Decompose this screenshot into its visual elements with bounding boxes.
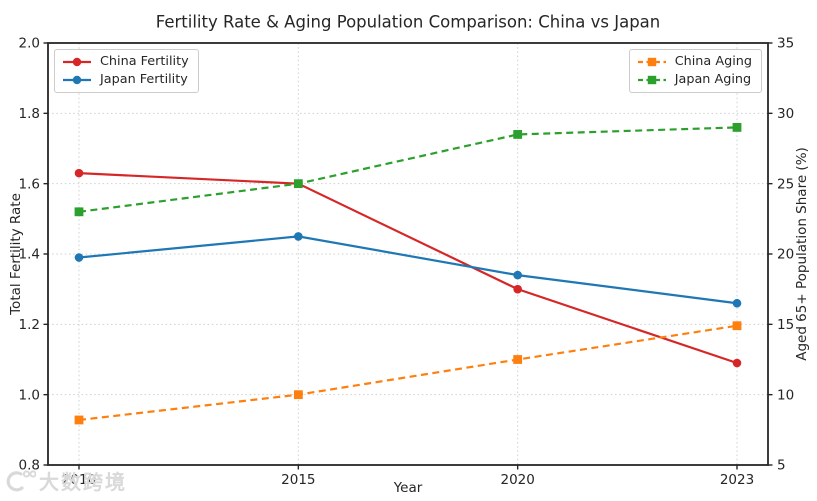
y-left-tick-label: 1.0 — [19, 387, 40, 403]
y-right-tick-label: 30 — [777, 106, 794, 122]
y-left-tick-label: 1.8 — [19, 106, 40, 122]
y-axis-label-left: Total Fertility Rate — [8, 193, 24, 315]
marker-china-fertility — [732, 358, 742, 368]
legend-item-japan-fertility: Japan Fertility — [62, 73, 189, 87]
watermark-text: 大数跨境 — [39, 470, 127, 494]
y-right-tick-label: 20 — [777, 247, 794, 263]
marker-china-fertility — [513, 284, 522, 294]
marker-china-fertility — [74, 168, 84, 178]
marker-china-aging — [732, 321, 742, 331]
legend-item-china-fertility: China Fertility — [62, 55, 189, 69]
plot-border — [47, 42, 769, 466]
legend-fertility: China Fertility Japan Fertility — [54, 49, 199, 93]
marker-china-aging — [74, 415, 84, 425]
y-right-tick-label: 25 — [777, 176, 794, 192]
legend-swatch-solid-circle — [63, 75, 91, 85]
marker-japan-fertility — [513, 270, 522, 280]
y-left-tick-label: 1.4 — [19, 247, 40, 263]
marker-china-aging — [293, 390, 303, 400]
marker-japan-fertility — [732, 298, 742, 308]
series-line-china-fertility — [78, 172, 738, 365]
legend-label: Japan Fertility — [100, 72, 188, 87]
legend-item-japan-aging: Japan Aging — [637, 73, 752, 87]
y-left-tick-label: 1.6 — [19, 176, 40, 192]
x-axis-label: Year — [393, 480, 423, 496]
legend-item-china-aging: China Aging — [637, 55, 752, 69]
marker-japan-aging — [293, 179, 303, 189]
series-line-japan-aging — [78, 126, 738, 213]
legend-label: Japan Aging — [674, 72, 752, 87]
marker-japan-fertility — [294, 232, 303, 241]
series-line-china-aging — [78, 324, 738, 422]
x-tick-label: 2010 — [62, 472, 96, 488]
legend-swatch-solid-circle — [63, 57, 91, 67]
legend-label: China Aging — [674, 54, 752, 69]
y-left-tick-label: 1.2 — [19, 317, 40, 333]
watermark: 大数跨境 — [6, 466, 127, 495]
x-tick-label: 2023 — [720, 472, 754, 488]
x-tick-label: 2015 — [281, 472, 315, 488]
legend-label: China Fertility — [100, 54, 189, 69]
legend-aging: China Aging Japan Aging — [628, 49, 762, 93]
dashukuajing-logo — [6, 469, 36, 491]
y-right-tick-label: 10 — [777, 387, 794, 403]
y-axis-label-right: Aged 65+ Population Share (%) — [794, 147, 810, 361]
y-left-tick-label: 2.0 — [19, 36, 40, 52]
y-right-tick-label: 5 — [777, 458, 786, 474]
y-right-tick-label: 35 — [777, 36, 794, 52]
marker-japan-fertility — [74, 253, 84, 262]
legend-swatch-dashed-square — [637, 57, 666, 67]
marker-japan-aging — [732, 123, 742, 132]
marker-japan-aging — [513, 130, 523, 139]
y-left-tick-label: 0.8 — [19, 458, 40, 474]
x-tick-label: 2020 — [500, 472, 534, 488]
series-line-japan-fertility — [78, 235, 738, 305]
marker-china-aging — [513, 355, 523, 364]
legend-swatch-dashed-square — [637, 75, 666, 85]
y-right-tick-label: 15 — [777, 317, 794, 333]
marker-japan-aging — [74, 207, 84, 217]
chart-title: Fertility Rate & Aging Population Compar… — [155, 12, 661, 32]
